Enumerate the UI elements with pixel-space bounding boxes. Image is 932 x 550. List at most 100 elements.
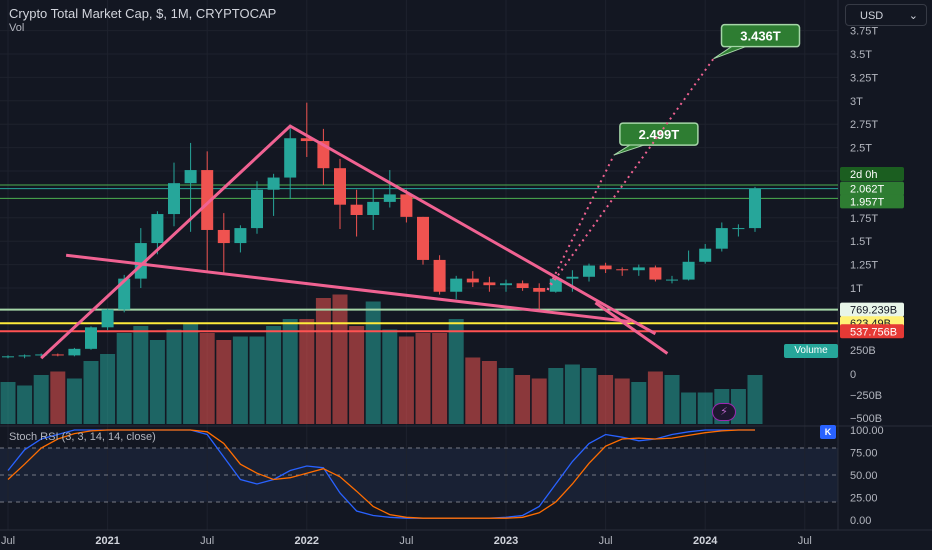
volume-bar xyxy=(166,329,182,424)
stoch-line-D xyxy=(7,429,755,519)
candle-body xyxy=(168,183,180,215)
price-tick-label: 1.75T xyxy=(850,213,878,225)
candle-body xyxy=(450,278,463,292)
price-tick-label: 3.5T xyxy=(850,49,872,61)
candle-body xyxy=(101,309,114,328)
volume-bar xyxy=(614,378,630,424)
volume-bar xyxy=(465,357,481,424)
volume-bar xyxy=(481,361,497,424)
candle-body xyxy=(383,194,396,202)
volume-bar xyxy=(498,368,514,424)
time-tick-label: Jul xyxy=(399,535,413,547)
candle-body xyxy=(184,170,197,184)
volume-tick-label: 0 xyxy=(850,369,856,381)
volume-bar xyxy=(232,336,248,424)
candle-body xyxy=(51,354,64,356)
candle-body xyxy=(682,261,695,280)
candle-body xyxy=(350,204,363,215)
volume-bar xyxy=(382,329,398,424)
candle-body xyxy=(533,288,546,292)
candle-body xyxy=(649,267,662,280)
wedge-lower-line xyxy=(65,253,631,324)
volume-tag: Volume xyxy=(784,344,838,358)
currency-selector[interactable]: USD ⌄ xyxy=(845,4,927,26)
wedge-break-line xyxy=(594,301,669,355)
price-tick-label: 1T xyxy=(850,283,863,295)
candle-body xyxy=(632,267,645,271)
time-tick-label: 2023 xyxy=(494,535,518,547)
chart-title: Crypto Total Market Cap, $, 1M, CRYPTOCA… xyxy=(9,6,277,21)
candle-body xyxy=(715,228,728,249)
candle-body xyxy=(85,327,97,349)
candle-body xyxy=(749,188,761,229)
volume-bar xyxy=(116,333,132,424)
volume-bar xyxy=(133,326,149,424)
time-tick-label: Jul xyxy=(599,535,613,547)
volume-bar xyxy=(581,368,597,424)
price-tick-label: 1.25T xyxy=(850,260,878,272)
volume-tick-label: 250B xyxy=(850,345,876,357)
volume-bar xyxy=(33,375,49,424)
volume-bar xyxy=(266,326,282,424)
candle-body xyxy=(466,278,479,283)
candle-body xyxy=(699,248,712,262)
candle-body xyxy=(35,354,48,356)
volume-bar xyxy=(282,319,298,424)
volume-bar xyxy=(548,368,564,424)
target-label: 2.499T xyxy=(639,127,680,142)
candle-body xyxy=(566,276,579,279)
price-tick-label: 3.75T xyxy=(850,26,878,38)
lightning-icon[interactable]: ⚡ xyxy=(712,403,736,421)
candle-body xyxy=(234,228,247,244)
time-tick-label: 2022 xyxy=(295,535,319,547)
candle-body xyxy=(549,278,562,292)
candle-body xyxy=(334,168,346,205)
rsi-tick-label: 50.00 xyxy=(850,470,878,482)
volume-bar xyxy=(365,301,381,424)
chevron-down-icon: ⌄ xyxy=(908,10,918,22)
volume-bar xyxy=(432,333,448,424)
volume-bar xyxy=(398,336,414,424)
rsi-tick-label: 100.00 xyxy=(850,425,884,437)
price-tick-label: 2.5T xyxy=(850,143,872,155)
rsi-tick-label: 0.00 xyxy=(850,515,871,527)
candle-body xyxy=(400,194,413,217)
volume-bar xyxy=(531,378,547,424)
time-tick-label: 2024 xyxy=(693,535,718,547)
volume-bar xyxy=(83,361,99,424)
price-tick-label: 2.75T xyxy=(850,119,878,131)
volume-bar xyxy=(415,333,431,424)
candle-body xyxy=(616,269,629,271)
candle-body xyxy=(732,228,745,230)
volume-tick-label: −250B xyxy=(850,390,882,402)
projection-line xyxy=(546,154,615,291)
level-price-label: 2.062T xyxy=(850,184,885,196)
level-price-tag xyxy=(840,194,904,209)
time-tick-label: Jul xyxy=(798,535,812,547)
volume-bar xyxy=(199,333,215,424)
volume-bar xyxy=(448,319,464,424)
level-price-label: 2d 0h xyxy=(850,169,878,181)
candle-body xyxy=(18,355,31,357)
candle-body xyxy=(666,279,678,281)
level-price-tag xyxy=(840,181,904,196)
volume-bar xyxy=(647,371,663,424)
target-label: 3.436T xyxy=(740,29,781,44)
candle-body xyxy=(300,138,313,142)
target-callout xyxy=(720,23,801,48)
candle-body xyxy=(516,283,529,288)
volume-bar xyxy=(17,385,33,424)
candle-body xyxy=(151,214,164,244)
volume-bar xyxy=(332,294,348,424)
candle-body xyxy=(284,138,297,178)
candle-body xyxy=(251,189,263,229)
candle-body xyxy=(483,282,496,286)
candle-body xyxy=(68,348,81,356)
candle-body xyxy=(2,356,14,358)
volume-tick-label: −500B xyxy=(850,413,882,425)
level-price-tag xyxy=(840,302,904,317)
volume-bar xyxy=(66,378,82,424)
volume-bar xyxy=(100,354,116,424)
rsi-tick-label: 75.00 xyxy=(850,448,878,460)
